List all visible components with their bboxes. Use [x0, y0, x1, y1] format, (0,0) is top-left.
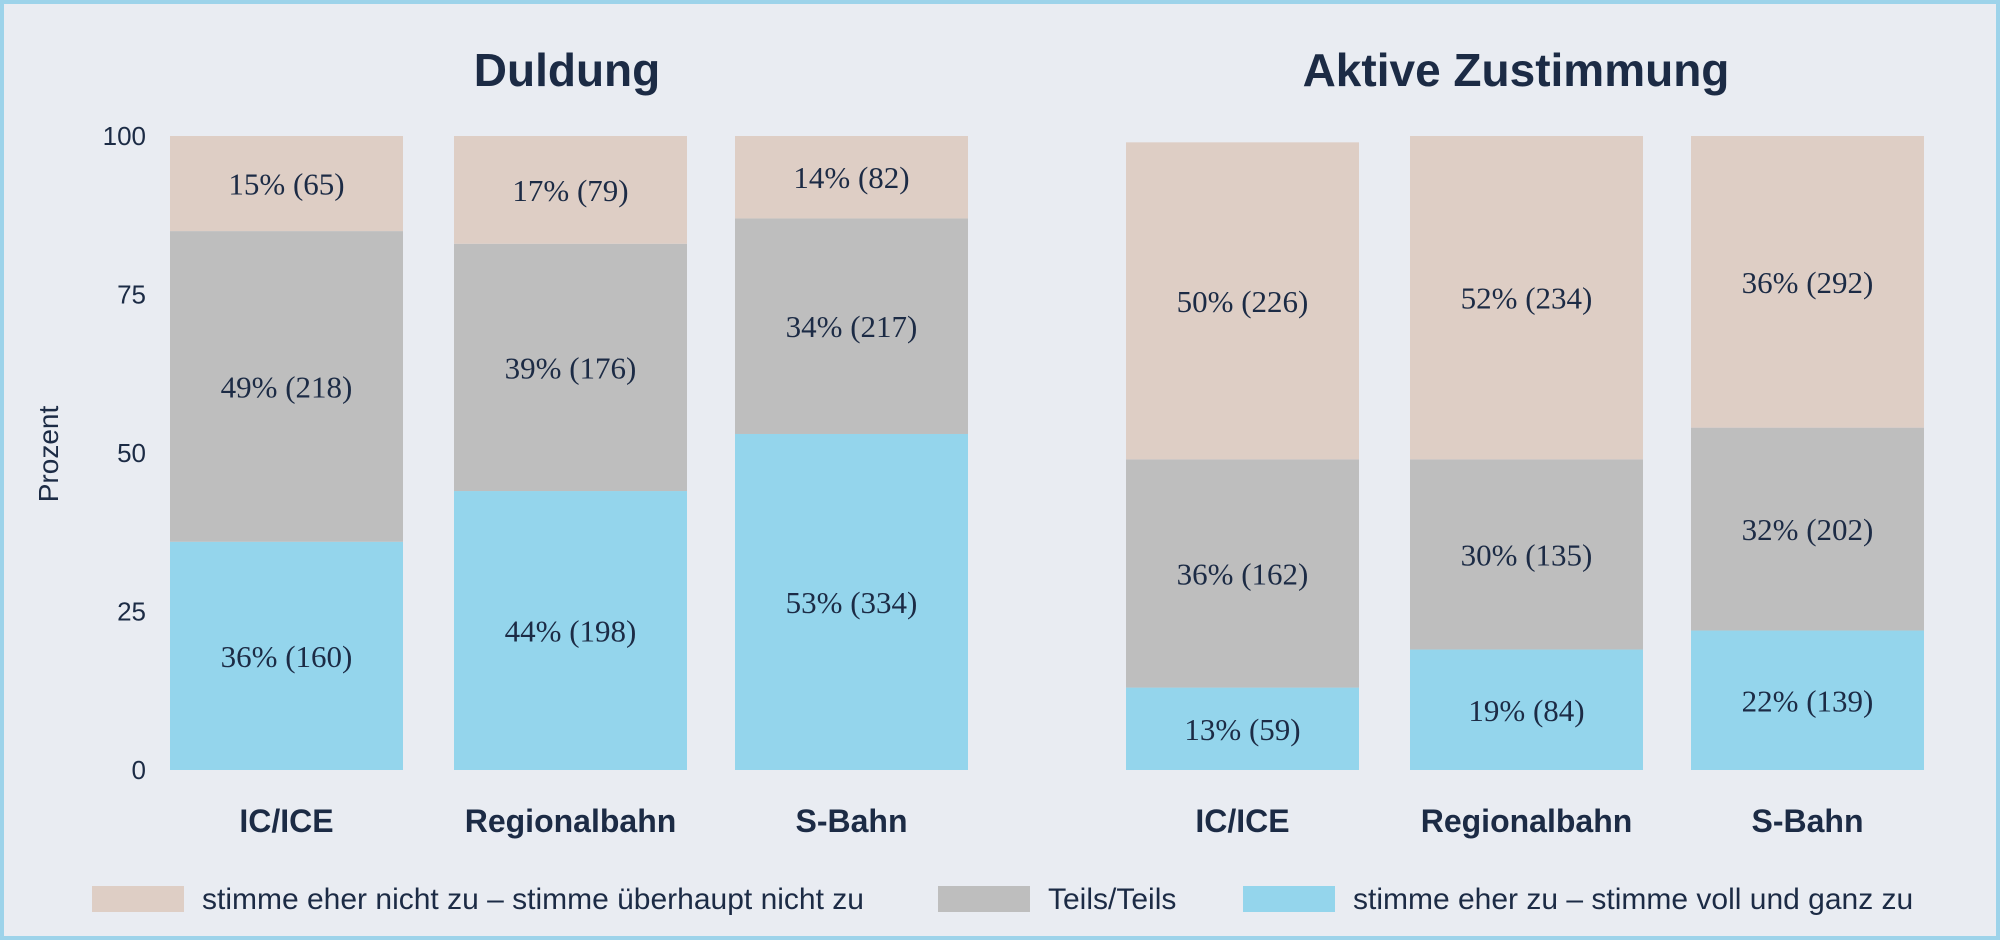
data-label: 34% (217) — [786, 309, 918, 344]
x-category-label: Regionalbahn — [465, 803, 677, 839]
y-tick-label: 50 — [117, 438, 146, 468]
data-label: 53% (334) — [786, 585, 918, 620]
bar-segment-ic-ice-2 — [170, 136, 403, 232]
x-axis-categories: IC/ICE Regionalbahn S-Bahn — [239, 803, 907, 839]
data-label: 15% (65) — [228, 167, 344, 202]
data-label: 44% (198) — [505, 614, 637, 649]
chart-title: Duldung — [474, 44, 661, 96]
legend-swatch — [92, 886, 184, 912]
bar-segment-regionalbahn-1 — [454, 243, 687, 492]
y-tick-label: 75 — [117, 280, 146, 310]
bar-segment-s-bahn-1 — [1691, 427, 1924, 631]
bar-segment-ic-ice-2 — [1126, 142, 1359, 460]
bar-segment-s-bahn-0 — [1691, 630, 1924, 770]
bar-segment-regionalbahn-0 — [454, 491, 687, 770]
chart-title: Aktive Zustimmung — [1303, 44, 1730, 96]
bar-segment-ic-ice-1 — [170, 231, 403, 542]
y-tick-label: 100 — [103, 121, 146, 151]
data-label: 19% (84) — [1468, 693, 1584, 728]
data-label: 22% (139) — [1742, 683, 1874, 718]
bar-segment-regionalbahn-2 — [454, 136, 687, 244]
data-label: 14% (82) — [793, 160, 909, 195]
bar-segment-s-bahn-0 — [735, 433, 968, 770]
data-label: 30% (135) — [1461, 537, 1593, 572]
x-category-label: IC/ICE — [239, 803, 333, 839]
bar-segment-s-bahn-2 — [735, 136, 968, 219]
bar-segment-regionalbahn-0 — [1410, 649, 1643, 770]
bar-segment-ic-ice-0 — [170, 541, 403, 770]
bar-segment-ic-ice-1 — [1126, 459, 1359, 688]
x-axis-categories: IC/ICE Regionalbahn S-Bahn — [1195, 803, 1863, 839]
y-axis-ticks: 0 25 50 75 100 — [103, 121, 146, 785]
bars: 36% (160) 49% (218) 15% (65) 44% (198) 39% (… — [170, 136, 968, 770]
legend-swatch — [1243, 886, 1335, 912]
y-tick-label: 25 — [117, 597, 146, 627]
data-label: 49% (218) — [221, 369, 353, 404]
bar-segment-regionalbahn-1 — [1410, 459, 1643, 650]
bar-segment-ic-ice-0 — [1126, 687, 1359, 770]
x-category-label: S-Bahn — [1752, 803, 1864, 839]
legend-label: stimme eher zu – stimme voll und ganz zu — [1353, 883, 1913, 916]
data-label: 39% (176) — [505, 350, 637, 385]
legend-swatch — [938, 886, 1030, 912]
data-label: 52% (234) — [1461, 281, 1593, 316]
legend-label: Teils/Teils — [1048, 883, 1176, 916]
bar-segment-s-bahn-2 — [1691, 136, 1924, 428]
y-axis-label: Prozent — [33, 406, 64, 503]
legend: stimme eher nicht zu – stimme überhaupt … — [92, 883, 1913, 916]
x-category-label: IC/ICE — [1195, 803, 1289, 839]
panel-duldung: Duldung Prozent 0 25 50 75 100 36% (160) 49% … — [33, 44, 968, 839]
data-label: 36% (162) — [1177, 556, 1309, 591]
x-category-label: Regionalbahn — [1421, 803, 1633, 839]
y-tick-label: 0 — [132, 755, 146, 785]
x-category-label: S-Bahn — [796, 803, 908, 839]
bars: 13% (59) 36% (162) 50% (226) 19% (84) 30% (1… — [1126, 136, 1924, 770]
bar-segment-s-bahn-1 — [735, 218, 968, 434]
panel-aktive-zustimmung: Aktive Zustimmung 13% (59) 36% (162) 50% (… — [1126, 44, 1924, 839]
legend-label: stimme eher nicht zu – stimme überhaupt … — [202, 883, 864, 916]
data-label: 13% (59) — [1184, 712, 1300, 747]
data-label: 50% (226) — [1177, 284, 1309, 319]
data-label: 36% (292) — [1742, 265, 1874, 300]
data-label: 17% (79) — [512, 173, 628, 208]
data-label: 36% (160) — [221, 639, 353, 674]
data-label: 32% (202) — [1742, 512, 1874, 547]
bar-segment-regionalbahn-2 — [1410, 136, 1643, 460]
